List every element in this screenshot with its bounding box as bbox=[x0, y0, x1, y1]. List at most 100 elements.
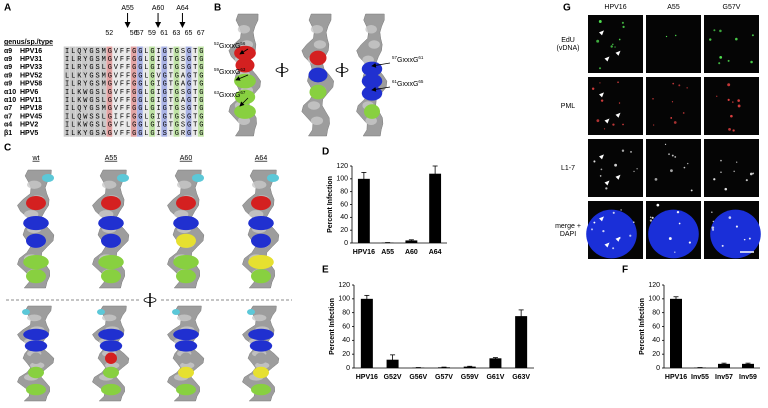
motif-patch bbox=[23, 216, 49, 230]
molecule bbox=[92, 306, 128, 401]
focus bbox=[614, 46, 615, 47]
terminus-patch bbox=[97, 309, 105, 315]
focus bbox=[601, 169, 603, 171]
surface-highlight bbox=[311, 116, 323, 125]
surface-highlight bbox=[252, 315, 266, 322]
focus bbox=[672, 83, 674, 85]
motif-name: GxxxG bbox=[219, 69, 240, 76]
position-number: 52 bbox=[105, 30, 113, 37]
motif-patch bbox=[100, 340, 122, 351]
motif-end: 61 bbox=[418, 55, 424, 60]
focus bbox=[713, 221, 714, 222]
focus bbox=[629, 235, 631, 237]
surface-highlight bbox=[314, 40, 326, 49]
panel-label: G bbox=[563, 3, 571, 14]
focus bbox=[610, 45, 612, 47]
focus bbox=[712, 226, 715, 229]
x-tick-label: HPV16 bbox=[665, 374, 687, 381]
focus bbox=[736, 226, 738, 228]
focus bbox=[596, 40, 599, 43]
focus bbox=[728, 99, 730, 101]
virus-type: HPV33 bbox=[20, 64, 42, 71]
focus bbox=[728, 60, 730, 62]
genus: α7 bbox=[4, 113, 12, 120]
y-axis-label: Percent Infection bbox=[639, 298, 646, 355]
x-tick-label: Inv55 bbox=[691, 374, 709, 381]
focus bbox=[724, 188, 727, 191]
nucleus bbox=[710, 210, 761, 259]
focus bbox=[672, 101, 673, 102]
y-tick-label: 20 bbox=[340, 227, 348, 234]
focus bbox=[713, 178, 715, 180]
focus bbox=[738, 105, 741, 108]
y-tick-label: 60 bbox=[342, 323, 350, 330]
focus bbox=[605, 187, 607, 189]
panel-label: B bbox=[214, 3, 221, 14]
motif-patch bbox=[251, 234, 271, 248]
motif-patch bbox=[253, 367, 269, 378]
focus bbox=[728, 128, 731, 131]
y-tick-label: 100 bbox=[336, 176, 348, 183]
motif-name: GxxxG bbox=[397, 81, 418, 88]
position-number: 57 bbox=[136, 30, 144, 37]
motif-patch bbox=[308, 68, 327, 83]
mutation-label: A55 bbox=[121, 5, 134, 12]
micrograph bbox=[704, 15, 759, 73]
bar bbox=[358, 179, 370, 243]
terminus-patch bbox=[192, 174, 204, 182]
motif-patch bbox=[101, 269, 121, 283]
sequence: ILRYGSLGVFFGGLGIGTGSGTG bbox=[65, 64, 203, 72]
micrograph bbox=[646, 15, 701, 73]
genus: α9 bbox=[4, 81, 12, 88]
y-tick-label: 80 bbox=[340, 189, 348, 196]
molecule bbox=[17, 170, 54, 288]
motif-patch bbox=[105, 353, 117, 364]
motif-patch bbox=[173, 329, 199, 340]
focus bbox=[674, 251, 675, 252]
sequence: ILKWGSLGVFLGGLGIGTGSGTG bbox=[65, 122, 203, 130]
column-label: G57V bbox=[723, 4, 741, 11]
position-number: 63 bbox=[172, 30, 180, 37]
focus bbox=[622, 22, 624, 24]
motif-patch bbox=[176, 384, 196, 395]
motif-patch bbox=[178, 367, 194, 378]
x-tick-label: A55 bbox=[381, 249, 394, 256]
row-label: EdU bbox=[561, 37, 575, 44]
virus-type: HPV16 bbox=[20, 48, 42, 55]
focus bbox=[622, 26, 624, 28]
y-tick-label: 40 bbox=[652, 337, 660, 344]
motif-patch bbox=[251, 269, 271, 283]
y-axis-label: Percent Infection bbox=[327, 176, 334, 233]
molecule bbox=[167, 170, 204, 288]
motif-patch bbox=[362, 86, 382, 101]
focus bbox=[619, 102, 620, 103]
variant-label: wt bbox=[32, 155, 40, 162]
motif-patch bbox=[26, 234, 46, 248]
focus bbox=[713, 29, 715, 31]
motif-patch bbox=[234, 104, 256, 119]
genus: α9 bbox=[4, 64, 12, 71]
focus bbox=[652, 98, 654, 100]
molecule bbox=[242, 306, 279, 401]
position-number: 59 bbox=[148, 30, 156, 37]
focus bbox=[613, 212, 615, 214]
x-tick-label: Inv57 bbox=[715, 374, 733, 381]
focus bbox=[612, 123, 614, 125]
terminus-patch bbox=[117, 174, 129, 182]
focus bbox=[600, 175, 602, 177]
motif-label: 61GxxxG65 bbox=[392, 79, 424, 88]
y-tick-label: 120 bbox=[336, 163, 348, 170]
column-label: HPV16 bbox=[604, 4, 626, 11]
focus bbox=[709, 38, 711, 40]
sequence: ILQYGSMGVFFGGLGIGTGSGTG bbox=[65, 105, 203, 113]
column-label: A55 bbox=[667, 4, 680, 11]
focus bbox=[712, 229, 714, 231]
bar bbox=[361, 299, 373, 368]
motif-patch bbox=[26, 269, 46, 283]
focus bbox=[687, 163, 688, 164]
motif-patch bbox=[250, 340, 272, 351]
motif-patch bbox=[98, 216, 124, 230]
bar bbox=[515, 316, 527, 368]
genus: α9 bbox=[4, 56, 12, 63]
focus bbox=[732, 101, 733, 102]
